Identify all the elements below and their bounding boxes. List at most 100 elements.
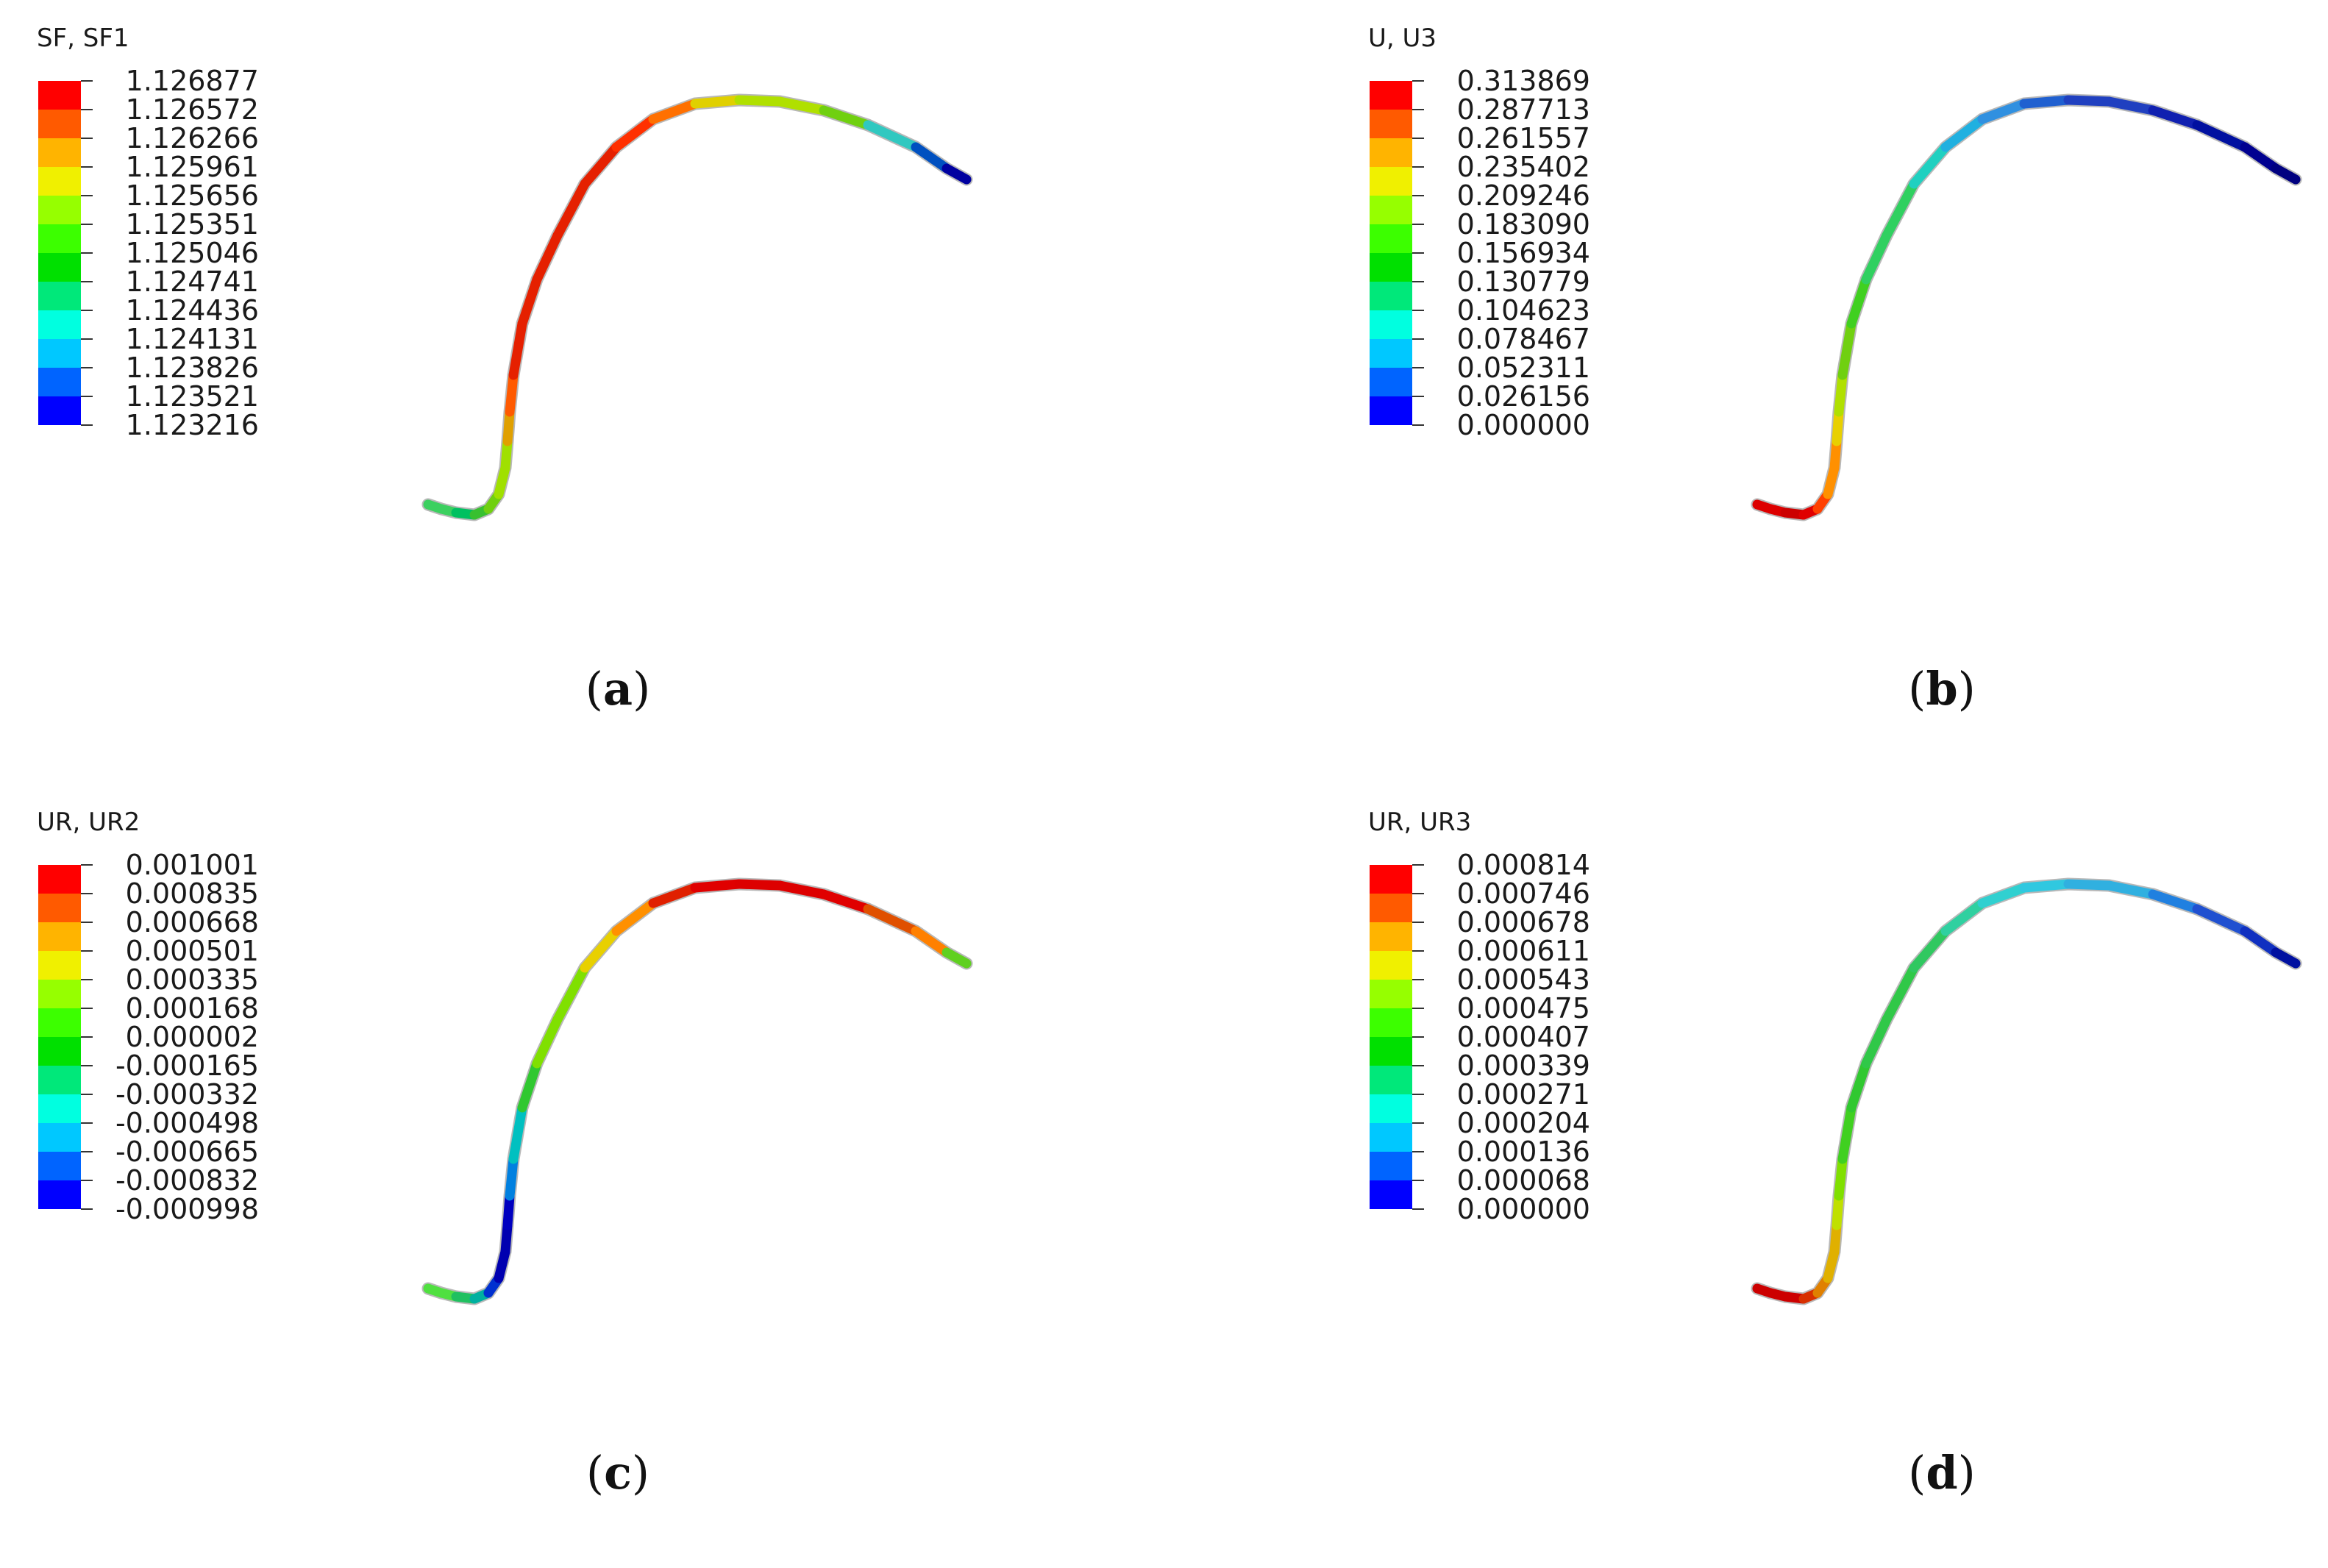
beam-segment [1834, 1154, 1848, 1201]
legend-value-label: 0.000068 [1457, 1164, 1590, 1197]
beam-segment [505, 1154, 519, 1201]
beam-segment [775, 96, 829, 115]
legend-value-label: 0.000835 [126, 877, 259, 910]
panel-b: U, U3 0.313869 0.287713 0.261557 0.235402 0.… [1164, 0, 2327, 784]
beam-segment [911, 926, 952, 958]
legend-color-band [1370, 253, 1412, 282]
legend-color-band [38, 81, 81, 110]
beam-segment [1882, 963, 1919, 1024]
legend-color-band [38, 865, 81, 894]
legend-color-band [1370, 1066, 1412, 1094]
beam-segment [2104, 96, 2158, 115]
beam-segment [517, 274, 542, 329]
beam-segment [690, 95, 744, 109]
legend-color-band [38, 1037, 81, 1066]
legend-color-band [38, 1152, 81, 1180]
legend-color-band [1370, 1037, 1412, 1066]
beam-segment [1909, 142, 1951, 189]
legend-value-label: 1.124436 [126, 294, 259, 327]
legend-color-band [38, 110, 81, 138]
legend-value-label: 0.130779 [1457, 266, 1590, 298]
legend-value-label: 0.209246 [1457, 179, 1590, 212]
legend-color-band [1370, 1008, 1412, 1037]
legend-value-label: -0.000165 [115, 1050, 259, 1082]
beam-segment [1861, 230, 1892, 285]
legend-value-label: 0.000678 [1457, 906, 1590, 938]
caption-letter: d [1926, 1446, 1958, 1500]
beam-segment [1940, 114, 1987, 152]
beam-contour-plot [1751, 93, 2302, 521]
beam-segment [508, 1102, 527, 1164]
legend-value-label: 0.026156 [1457, 380, 1590, 413]
beam-segment [648, 99, 700, 124]
beam-segment [2148, 889, 2202, 914]
legend-color-band [38, 196, 81, 224]
color-legend: 0.3138690.2877130.2615570.2354020.209246… [1370, 65, 1590, 441]
beam-segment [911, 142, 952, 174]
beam-segment [2019, 879, 2074, 893]
legend-color-band [38, 980, 81, 1008]
legend-value-label: 0.235402 [1457, 151, 1590, 183]
legend-color-band [1370, 951, 1412, 980]
beam-segment [502, 407, 515, 446]
legend-color-band [1370, 368, 1412, 396]
legend-value-label: 1.123521 [126, 380, 259, 413]
beam-segment [1977, 883, 2029, 908]
beam-segment [863, 904, 921, 936]
beam-segment [2240, 926, 2281, 958]
legend-color-band [38, 138, 81, 167]
legend-value-label: 0.104623 [1457, 294, 1590, 327]
beam-segment [734, 879, 785, 891]
beam-segment [611, 114, 658, 152]
legend-color-band [1370, 1123, 1412, 1152]
beam-segment [502, 1191, 515, 1230]
legend-color-band [1370, 81, 1412, 110]
legend-color-band [38, 396, 81, 425]
beam-segment [532, 230, 563, 285]
legend-color-band [1370, 339, 1412, 368]
legend-color-band [38, 253, 81, 282]
beam-segment [552, 179, 590, 240]
legend-value-label: 1.126877 [126, 65, 259, 97]
legend-color-band [1370, 396, 1412, 425]
legend-value-label: 1.124131 [126, 323, 259, 355]
legend-value-label: 0.000000 [1457, 1193, 1590, 1225]
beam-segment [648, 883, 700, 908]
beam-segment [1834, 370, 1848, 417]
legend-color-band [38, 224, 81, 253]
beam-contour-plot [421, 93, 973, 521]
legend-value-label: 1.125961 [126, 151, 259, 183]
legend-value-label: 0.183090 [1457, 208, 1590, 240]
legend-color-band [1370, 310, 1412, 339]
beam-segment [532, 1014, 563, 1069]
legend-value-label: 0.000335 [126, 963, 259, 996]
legend-value-label: 1.126266 [126, 122, 259, 154]
beam-segment [1846, 1058, 1871, 1113]
legend-value-label: 0.000611 [1457, 935, 1590, 967]
panel-d: UR, UR3 0.000814 0.000746 0.000678 0.000611… [1164, 784, 2327, 1568]
legend-value-label: 0.000543 [1457, 963, 1590, 996]
legend-value-label: 1.125046 [126, 237, 259, 269]
beam-segment [2271, 947, 2301, 969]
beam-segment [1832, 1191, 1844, 1230]
beam-segment [2271, 163, 2301, 185]
beam-contour-plot [421, 877, 973, 1305]
legend-color-band [38, 339, 81, 368]
legend-color-band [1370, 1152, 1412, 1180]
beam-segment [505, 370, 519, 417]
beam-segment [580, 926, 622, 973]
legend-value-label: 0.000668 [126, 906, 259, 938]
beam-segment [863, 120, 921, 152]
panel-caption: (b) [1908, 662, 1976, 716]
legend-value-label: -0.000665 [115, 1136, 259, 1168]
legend-value-label: 0.000168 [126, 992, 259, 1024]
caption-letter: c [604, 1446, 632, 1500]
beam-segment [2192, 120, 2250, 152]
legend-value-label: 0.000501 [126, 935, 259, 967]
legend-value-label: 0.261557 [1457, 122, 1590, 154]
beam-segment [1837, 1102, 1857, 1164]
legend-value-label: 0.313869 [1457, 65, 1590, 97]
beam-segment [2192, 904, 2250, 936]
beam-segment [819, 889, 873, 914]
legend-value-label: 0.000475 [1457, 992, 1590, 1024]
